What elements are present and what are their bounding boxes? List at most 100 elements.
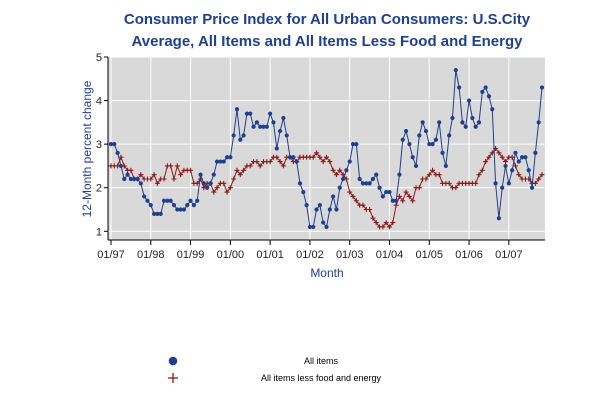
data-point-core (499, 154, 505, 160)
data-point-all-items (447, 133, 452, 138)
data-point-core (314, 150, 320, 156)
data-point-core (327, 159, 333, 165)
x-tick-label: 01/03 (336, 249, 364, 261)
data-point-all-items (466, 98, 472, 103)
data-point-all-items (539, 85, 545, 90)
data-point-all-items (304, 203, 309, 208)
data-point-core (403, 189, 409, 195)
data-point-all-items (410, 155, 415, 160)
data-point-all-items (483, 85, 488, 90)
data-point-core (247, 163, 253, 169)
data-point-all-items (277, 128, 283, 134)
data-point-all-items (510, 168, 515, 173)
data-point-core (516, 172, 522, 178)
data-point-core (436, 172, 442, 178)
data-point-core (532, 180, 538, 186)
data-point-all-items (470, 115, 475, 121)
data-point-core (479, 167, 485, 173)
data-point-all-items (281, 115, 286, 121)
data-point-all-items (188, 198, 193, 203)
series-core (108, 146, 545, 230)
data-point-core (476, 172, 482, 178)
x-ticks: 01/97 01/98 01/99 01/00 01/01 01/02 01/03 01/04… (97, 240, 523, 261)
data-point-core (350, 193, 356, 199)
legend-marker-plus (168, 373, 178, 383)
data-point-core (536, 176, 542, 182)
data-point-core (128, 167, 134, 173)
data-point-all-items (453, 67, 458, 73)
data-point-all-items (122, 176, 127, 182)
data-point-all-items (367, 181, 372, 186)
data-point-all-items (493, 181, 498, 186)
data-point-all-items (145, 198, 150, 203)
data-point-all-items (311, 224, 316, 230)
data-point-all-items (463, 124, 468, 129)
data-point-core (416, 185, 422, 191)
data-point-core (154, 180, 160, 186)
x-axis-label: Month (310, 266, 343, 280)
data-point-core (373, 220, 379, 226)
data-point-all-items (228, 155, 233, 160)
data-point-all-items (460, 120, 465, 125)
data-point-all-items (437, 120, 442, 125)
data-point-all-items (115, 150, 120, 155)
data-point-all-items (380, 194, 385, 199)
data-point-all-items (394, 198, 399, 203)
data-point-all-items (480, 89, 485, 94)
data-point-all-items (443, 163, 448, 169)
data-point-all-items (344, 168, 349, 173)
data-point-all-items (523, 155, 528, 160)
x-tick-label: 01/01 (256, 249, 284, 261)
data-point-all-items (168, 198, 173, 203)
data-point-core (237, 172, 243, 178)
data-point-core (118, 154, 124, 160)
data-point-core (234, 167, 240, 173)
data-point-all-items (357, 176, 362, 182)
data-point-core (224, 189, 230, 195)
data-point-all-items (251, 124, 256, 129)
data-point-all-items (314, 207, 319, 212)
data-point-core (386, 224, 392, 230)
data-point-core (380, 224, 386, 230)
data-point-all-items (171, 203, 177, 208)
data-point-core (509, 154, 515, 160)
data-point-all-items (248, 111, 253, 116)
data-point-core (400, 198, 406, 204)
data-point-all-items (231, 133, 236, 138)
y-tick-label: 3 (96, 139, 102, 151)
x-tick-label: 01/07 (495, 249, 523, 261)
data-point-core (194, 180, 200, 186)
data-point-core (423, 176, 429, 182)
series-all-items (108, 67, 545, 230)
data-point-core (148, 176, 154, 182)
data-point-all-items (476, 120, 482, 125)
data-point-core (406, 193, 412, 199)
data-point-all-items (185, 203, 190, 208)
y-tick-label: 4 (96, 96, 102, 108)
y-tick-label: 5 (96, 52, 102, 64)
data-point-core (178, 172, 184, 178)
data-point-all-items (334, 207, 339, 212)
x-tick-label: 01/97 (97, 249, 125, 261)
data-point-all-items (340, 176, 346, 182)
data-point-all-items (516, 159, 521, 164)
data-point-core (317, 154, 323, 160)
chart-title-line-1: Consumer Price Index for All Urban Consu… (124, 11, 531, 28)
data-point-core (370, 215, 376, 221)
data-point-all-items (420, 120, 425, 125)
data-point-all-items (125, 172, 130, 177)
data-point-all-items (297, 181, 303, 186)
data-point-all-items (198, 172, 203, 177)
x-tick-label: 01/05 (416, 249, 444, 261)
plot-area (108, 57, 545, 240)
data-point-core (430, 167, 436, 173)
data-point-all-items (195, 198, 200, 203)
data-point-all-items (234, 107, 240, 112)
data-point-core (324, 154, 329, 160)
data-point-all-items (347, 159, 352, 164)
data-point-all-items (433, 137, 439, 142)
data-point-core (390, 220, 396, 226)
data-point-all-items (503, 163, 508, 169)
data-point-all-items (403, 128, 409, 134)
data-point-all-items (211, 172, 216, 177)
